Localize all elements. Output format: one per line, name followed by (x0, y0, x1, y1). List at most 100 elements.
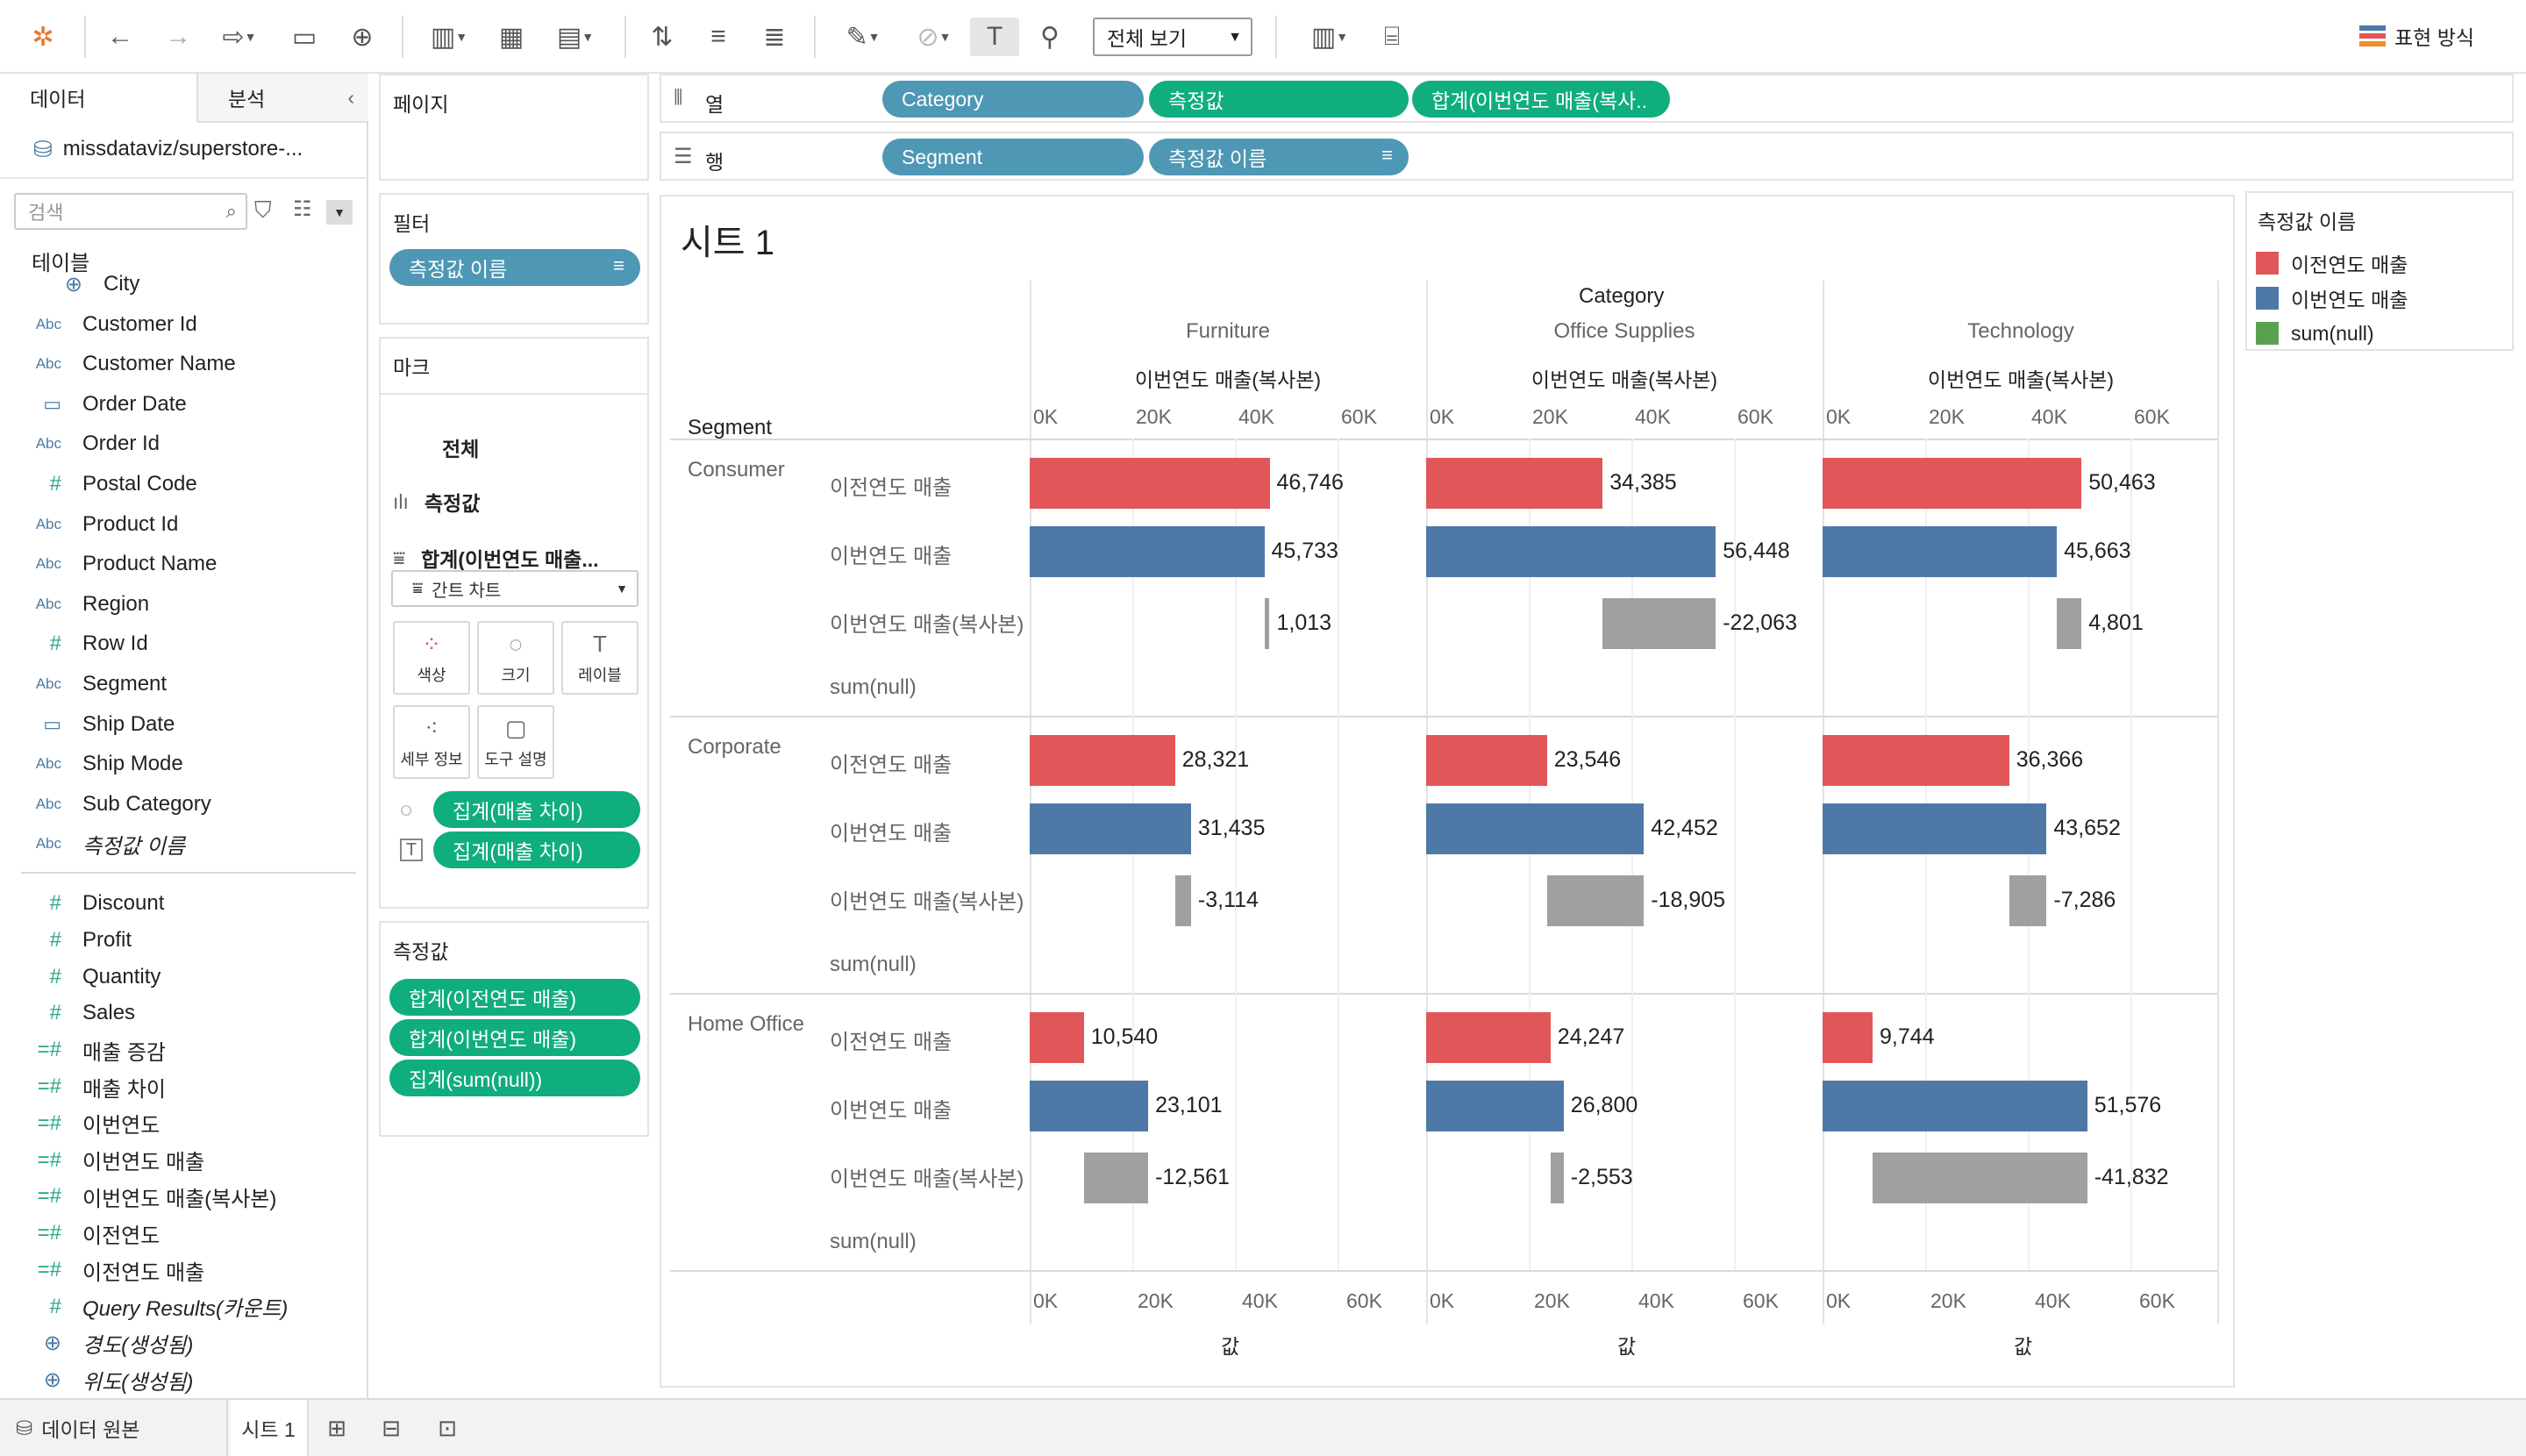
sheet-tab[interactable]: 시트 1 (230, 1400, 309, 1456)
marks-all-tab[interactable]: 전체 (442, 438, 480, 460)
bar-diff[interactable] (1264, 598, 1270, 649)
bar-diff[interactable] (1602, 598, 1716, 649)
legend-item[interactable]: 이전연도 매출 (2256, 246, 2408, 281)
duplicate-sheet-icon[interactable]: ▦ (498, 22, 524, 52)
row-pill-measure-names[interactable]: 측정값 이름 ≡ (1149, 139, 1409, 175)
field-2[interactable]: Abc Customer Name (0, 346, 236, 382)
bar-prev[interactable] (1030, 458, 1270, 509)
measure-field-13[interactable]: ⊕ 위도(생성됨) (0, 1362, 194, 1397)
measure-field-8[interactable]: =# 이번연도 매출(복사본) (0, 1179, 277, 1214)
highlight-icon[interactable]: ✎ ▼ (846, 22, 881, 52)
field-12[interactable]: Abc Ship Mode (0, 746, 183, 782)
show-me-button[interactable]: 표현 방식 (2359, 21, 2474, 51)
field-14[interactable]: Abc 측정값 이름 (0, 826, 185, 861)
bar-curr[interactable] (1426, 1081, 1564, 1131)
pin-icon[interactable]: ⚲ (1040, 22, 1060, 52)
label-pill[interactable]: 집계(매출 차이) (433, 831, 640, 868)
show-cards-icon[interactable]: ▥ ▼ (1310, 22, 1349, 52)
field-13[interactable]: Abc Sub Category (0, 787, 211, 822)
bar-prev[interactable] (1823, 458, 2082, 509)
swap-icon[interactable]: ⇅ (651, 22, 674, 52)
measure-field-9[interactable]: =# 이전연도 (0, 1216, 161, 1251)
bar-diff[interactable] (1174, 875, 1191, 926)
bar-prev[interactable] (1426, 458, 1603, 509)
color-legend[interactable]: 측정값 이름 이전연도 매출 이번연도 매출 sum(null) (2245, 191, 2514, 351)
measure-field-11[interactable]: # Query Results(카운트) (0, 1289, 289, 1324)
bar-prev[interactable] (1426, 735, 1547, 786)
pages-shelf[interactable]: 페이지 (379, 74, 649, 181)
new-sheet-icon[interactable]: ▥ ▼ (430, 22, 468, 52)
new-story-icon[interactable]: ⊡ (438, 1414, 457, 1441)
bar-diff[interactable] (1083, 1153, 1149, 1203)
field-5[interactable]: # Postal Code (0, 467, 197, 502)
legend-item[interactable]: 이번연도 매출 (2256, 281, 2408, 316)
measure-field-10[interactable]: =# 이전연도 매출 (0, 1253, 205, 1288)
field-7[interactable]: Abc Product Name (0, 546, 218, 582)
list-view-icon[interactable]: ☷ (293, 197, 312, 221)
bar-curr[interactable] (1823, 526, 2058, 577)
row-pill-segment[interactable]: Segment (882, 139, 1144, 175)
tab-data[interactable]: 데이터 (0, 74, 198, 123)
field-9[interactable]: # Row Id (0, 626, 148, 661)
search-input[interactable]: 검색 ⌕ (14, 193, 247, 230)
bar-prev[interactable] (1426, 1012, 1551, 1063)
measure-field-7[interactable]: =# 이번연도 매출 (0, 1143, 205, 1178)
clear-sheet-icon[interactable]: ▤ ▼ (556, 22, 595, 52)
column-pill-sum[interactable]: 합계(이번연도 매출(복사.. (1412, 81, 1670, 118)
presentation-icon[interactable]: ⌸ (1384, 22, 1400, 51)
bar-diff[interactable] (2057, 598, 2082, 649)
bar-curr[interactable] (1030, 526, 1265, 577)
bar-prev[interactable] (1823, 1012, 1873, 1063)
columns-shelf[interactable]: ⦀ 열 Category 측정값 합계(이번연도 매출(복사.. (660, 74, 2514, 123)
color-button[interactable]: ⁘ 색상 (393, 621, 470, 695)
column-pill-category[interactable]: Category (882, 81, 1144, 118)
label-button[interactable]: T 레이블 (561, 621, 639, 695)
column-pill-measure-values[interactable]: 측정값 (1149, 81, 1409, 118)
bar-diff[interactable] (1873, 1153, 2087, 1203)
datasource-tab[interactable]: ⛁ 데이터 원본 (16, 1400, 228, 1456)
measure-field-3[interactable]: # Sales (0, 996, 135, 1031)
redo-icon[interactable]: → (165, 22, 191, 51)
marks-sum-tab[interactable]: ⩸ 합계(이번연도 매출... (393, 546, 599, 572)
measure-pill-curr[interactable]: 합계(이번연도 매출) (389, 1019, 640, 1056)
bar-curr[interactable] (1030, 1081, 1149, 1131)
field-6[interactable]: Abc Product Id (0, 507, 179, 542)
field-1[interactable]: Abc Customer Id (0, 307, 197, 342)
gantt-chart[interactable]: Furniture 이번연도 매출(복사본) 0K 0K 20K 20K 40K 40K 60K… (661, 196, 2237, 1389)
field-11[interactable]: ▭ Ship Date (0, 707, 175, 742)
measure-field-2[interactable]: # Quantity (0, 960, 161, 995)
tooltip-button[interactable]: ▢ 도구 설명 (477, 705, 554, 779)
new-datasource-icon[interactable]: ⊕ (351, 22, 374, 52)
measure-field-1[interactable]: # Profit (0, 923, 132, 958)
sort-desc-icon[interactable]: ≣ (763, 22, 786, 52)
measure-pill-null[interactable]: 집계(sum(null)) (389, 1060, 640, 1096)
mark-type-select[interactable]: ⩸ 간트 차트 ▼ (391, 570, 639, 607)
field-8[interactable]: Abc Region (0, 587, 149, 622)
new-dashboard-icon[interactable]: ⊟ (382, 1414, 401, 1441)
measure-pill-prev[interactable]: 합계(이전연도 매출) (389, 979, 640, 1016)
measure-field-12[interactable]: ⊕ 경도(생성됨) (0, 1326, 194, 1361)
bar-diff[interactable] (1550, 1153, 1564, 1203)
rows-shelf[interactable]: ☰ 행 Segment 측정값 이름 ≡ (660, 132, 2514, 181)
undo-icon[interactable]: ← (107, 22, 133, 51)
datasource-item[interactable]: ⛁ missdataviz/superstore-... (33, 135, 303, 162)
new-sheet-icon[interactable]: ⊞ (327, 1414, 346, 1441)
group-icon[interactable]: ⊘ ▼ (917, 22, 952, 52)
bar-curr[interactable] (1426, 526, 1716, 577)
sort-asc-icon[interactable]: ≡ (710, 22, 726, 51)
field-0[interactable]: ⊕ City (0, 267, 139, 302)
measure-field-6[interactable]: =# 이번연도 (0, 1106, 161, 1141)
filters-shelf[interactable]: 필터 측정값 이름 ≡ (379, 193, 649, 325)
bar-diff[interactable] (2009, 875, 2047, 926)
detail-button[interactable]: ⁖ 세부 정보 (393, 705, 470, 779)
save-icon[interactable]: ▭ (291, 22, 318, 52)
size-button[interactable]: ◌ 크기 (477, 621, 554, 695)
bar-prev[interactable] (1030, 735, 1175, 786)
measure-field-5[interactable]: =# 매출 차이 (0, 1069, 166, 1104)
replay-icon[interactable]: ⇨ ▼ (222, 22, 257, 52)
legend-item[interactable]: sum(null) (2256, 316, 2374, 351)
size-pill[interactable]: 집계(매출 차이) (433, 791, 640, 828)
bar-curr[interactable] (1030, 803, 1191, 854)
field-3[interactable]: ▭ Order Date (0, 387, 187, 422)
bar-prev[interactable] (1030, 1012, 1084, 1063)
